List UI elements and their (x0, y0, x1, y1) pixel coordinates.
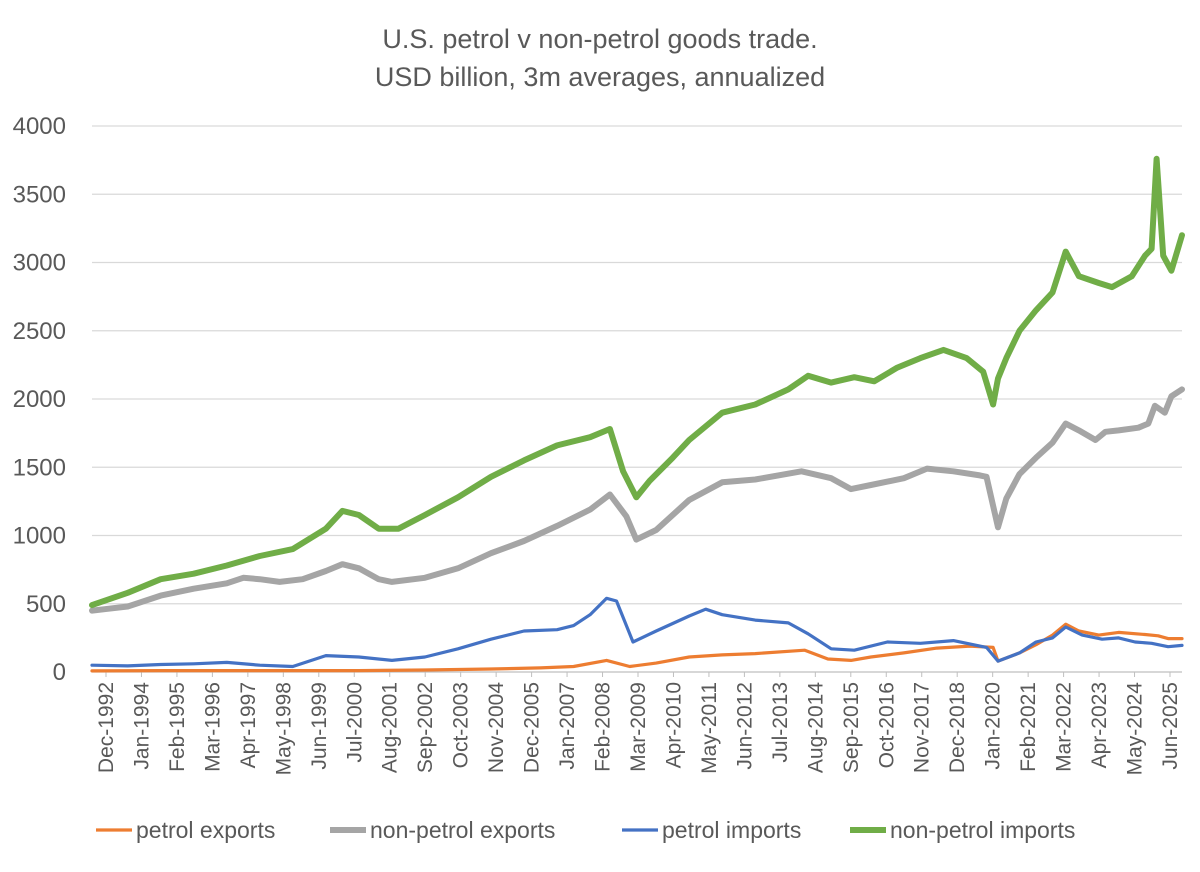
legend-label: non-petrol imports (890, 817, 1075, 843)
x-tick-label: Aug-2014 (804, 682, 827, 773)
x-tick-label: May-1998 (272, 682, 295, 775)
y-tick-label: 2000 (13, 386, 66, 413)
y-tick-label: 1500 (13, 454, 66, 481)
x-tick-label: Jan-2007 (556, 682, 579, 770)
series-line-non-petrol-imports (89, 155, 1185, 609)
x-tick-label: Jan-1994 (130, 682, 153, 770)
x-tick-label: Apr-2023 (1088, 682, 1111, 768)
chart-subtitle: USD billion, 3m averages, annualized (375, 62, 825, 92)
x-tick-label: Sep-2015 (840, 682, 863, 773)
legend-label: petrol imports (662, 817, 801, 843)
y-tick-label: 500 (26, 591, 66, 618)
x-tick-label: Nov-2017 (911, 682, 934, 773)
legend: petrol exports non-petrol exports petrol i… (96, 817, 1075, 843)
x-tick-label: Nov-2004 (485, 682, 508, 773)
x-tick-label: Jan-2020 (982, 682, 1005, 770)
x-tick-label: Jul-2000 (343, 682, 366, 763)
x-tick-label: Mar-2009 (627, 682, 650, 772)
x-tick-label: Mar-2022 (1053, 682, 1076, 772)
series-line-petrol-exports (90, 622, 1184, 673)
x-tick-label: Apr-2010 (662, 682, 685, 768)
series-lines (89, 155, 1185, 673)
y-tick-label: 2500 (13, 318, 66, 345)
x-tick-label: Sep-2002 (414, 682, 437, 773)
x-tick-label: Oct-2003 (450, 682, 473, 768)
legend-label: non-petrol exports (370, 817, 555, 843)
x-tick-label: May-2011 (698, 682, 721, 774)
x-tick-label: Feb-1995 (166, 682, 189, 772)
x-tick-label: Apr-1997 (237, 682, 260, 768)
x-tick-label: Feb-2021 (1017, 682, 1040, 772)
x-tick-label: Feb-2008 (592, 682, 615, 772)
x-tick-label: Jun-2025 (1159, 682, 1182, 770)
y-tick-label: 0 (53, 659, 66, 686)
x-tick-label: Jun-1999 (308, 682, 331, 770)
series-line-petrol-imports (90, 596, 1184, 669)
x-tick-label: Dec-1992 (95, 682, 118, 773)
y-axis-ticks: 0 500 1000 1500 2000 2500 3000 3500 4000 (13, 113, 66, 686)
x-tick-label: Jul-2013 (769, 682, 792, 763)
x-tick-label: Jun-2012 (733, 682, 756, 770)
y-tick-label: 4000 (13, 113, 66, 140)
series-line-non-petrol-exports (89, 386, 1185, 614)
y-tick-label: 1000 (13, 523, 66, 550)
x-tick-label: Dec-2005 (521, 682, 544, 773)
x-axis-ticks: Dec-1992 Jan-1994 Feb-1995 Mar-1996 Apr-1997… (95, 672, 1182, 775)
chart-title: U.S. petrol v non-petrol goods trade. (382, 24, 817, 54)
x-tick-label: Oct-2016 (875, 682, 898, 768)
y-tick-label: 3000 (13, 250, 66, 277)
y-tick-label: 3500 (13, 181, 66, 208)
x-tick-label: Aug-2001 (379, 682, 402, 773)
legend-label: petrol exports (136, 817, 275, 843)
x-tick-label: Dec-2018 (946, 682, 969, 773)
x-tick-label: Mar-1996 (201, 682, 224, 772)
x-tick-label: May-2024 (1124, 682, 1147, 776)
